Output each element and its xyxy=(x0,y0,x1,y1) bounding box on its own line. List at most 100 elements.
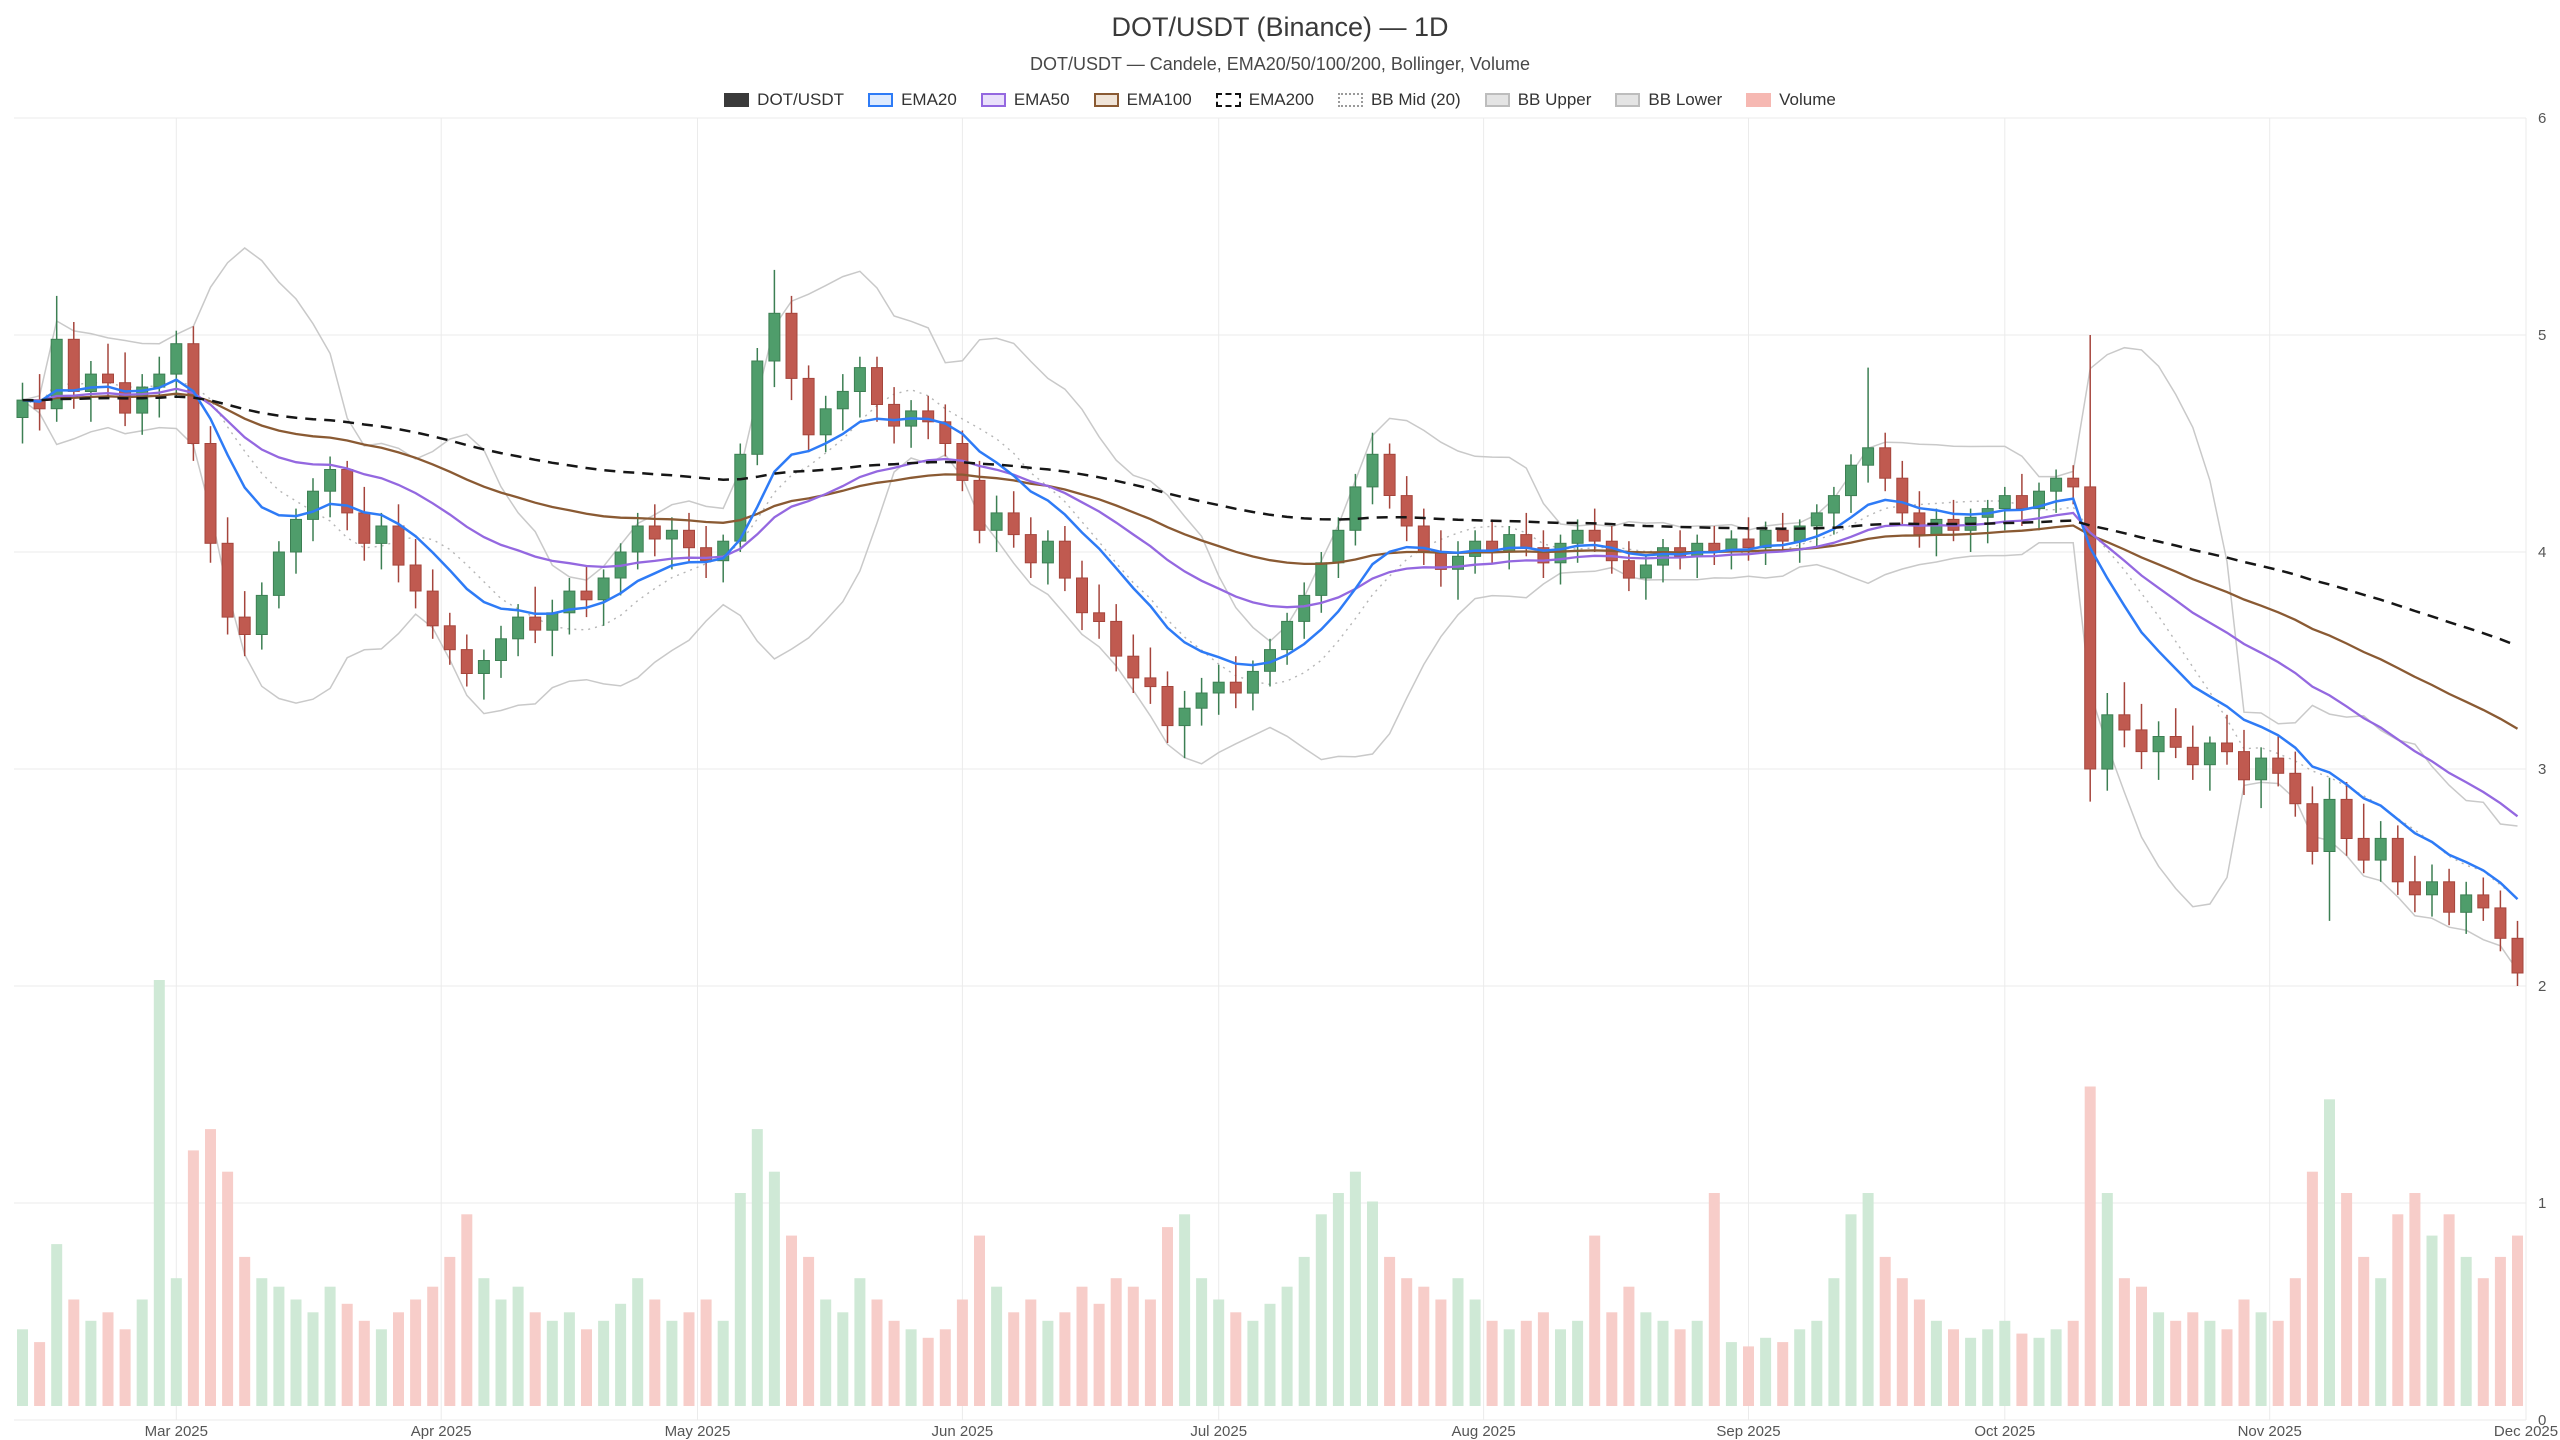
volume-bar xyxy=(1213,1299,1225,1406)
volume-bar xyxy=(734,1193,746,1406)
volume-bar xyxy=(2341,1193,2353,1406)
volume-bar xyxy=(871,1299,883,1406)
x-axis-label: Apr 2025 xyxy=(411,1423,472,1440)
candle-body xyxy=(2152,736,2165,753)
candle-body xyxy=(426,590,439,627)
chart-subtitle: DOT/USDT — Candele, EMA20/50/100/200, Bo… xyxy=(1030,54,1530,74)
y-axis-label: 0 xyxy=(2538,1412,2546,1429)
volume-bar xyxy=(1930,1320,1942,1406)
volume-bar xyxy=(2033,1337,2045,1406)
candle-body xyxy=(1657,547,1669,566)
candle-body xyxy=(1776,529,1789,542)
volume-bar xyxy=(632,1278,644,1406)
candle-body xyxy=(2408,881,2421,896)
volume-bar xyxy=(1691,1320,1703,1406)
volume-bar xyxy=(922,1337,934,1406)
volume-bar xyxy=(2392,1214,2404,1406)
candle-body xyxy=(683,529,695,549)
candle-body xyxy=(2067,477,2080,488)
ema100-swatch-icon xyxy=(1093,93,1119,107)
volume-bar xyxy=(1144,1299,1156,1406)
volume-bar xyxy=(649,1299,661,1406)
candle-body xyxy=(1588,529,1601,542)
candle-body xyxy=(546,612,559,631)
bbupper-swatch-icon xyxy=(1484,93,1510,107)
volume-bar xyxy=(1008,1312,1020,1406)
volume-bar xyxy=(786,1235,797,1406)
candle-body xyxy=(2374,837,2387,861)
volume-bar xyxy=(1281,1286,1293,1406)
volume-bar xyxy=(2443,1214,2455,1406)
candle-body xyxy=(50,338,63,410)
ema200-line xyxy=(22,395,2518,647)
candle-body xyxy=(1845,464,1857,497)
volume-bar xyxy=(1623,1286,1635,1406)
candle-body xyxy=(2015,495,2028,510)
volume-bar xyxy=(1743,1346,1754,1406)
volume-bar xyxy=(1503,1329,1515,1406)
volume-bar xyxy=(2118,1278,2130,1406)
volume-bar xyxy=(1760,1337,1772,1406)
volume-bar xyxy=(820,1299,832,1406)
candle-body xyxy=(2118,714,2131,731)
volume-bar xyxy=(478,1278,490,1406)
candle-body xyxy=(2238,751,2250,781)
legend-label: EMA50 xyxy=(1013,90,1070,109)
volume-bar xyxy=(290,1299,302,1406)
candle-body xyxy=(375,525,388,544)
volume-bar xyxy=(495,1299,507,1406)
legend-item-bbupper: BB Upper xyxy=(1484,90,1592,110)
volume-bar xyxy=(222,1171,234,1406)
volume-bar xyxy=(102,1312,114,1406)
candle-body xyxy=(2135,729,2148,753)
volume-bar xyxy=(1520,1320,1532,1406)
candle-body xyxy=(2477,894,2490,909)
candle-body xyxy=(1058,540,1071,579)
candle-body xyxy=(1879,447,1892,479)
volume-bar xyxy=(2477,1278,2489,1406)
legend-label: BB Upper xyxy=(1517,90,1592,109)
x-axis-label: Mar 2025 xyxy=(145,1423,208,1440)
volume-bar xyxy=(1196,1278,1208,1406)
volume-bar xyxy=(2324,1099,2335,1406)
x-axis-label: Oct 2025 xyxy=(1974,1423,2035,1440)
candle-body xyxy=(67,338,80,392)
candle-body xyxy=(2255,757,2268,781)
candle-body xyxy=(16,399,29,419)
volume-bar xyxy=(1332,1193,1344,1406)
x-axis-label: Nov 2025 xyxy=(2238,1423,2302,1440)
volume-bar xyxy=(1059,1312,1071,1406)
candle-body xyxy=(2443,881,2456,913)
candle-body xyxy=(2221,742,2233,753)
volume-bar xyxy=(2426,1235,2438,1406)
volume-bar xyxy=(1589,1235,1601,1406)
candle-body xyxy=(751,360,764,455)
candle-body xyxy=(221,542,234,618)
volume-bar xyxy=(1076,1286,1088,1406)
volume-bar xyxy=(1572,1320,1584,1406)
volume-bar xyxy=(1367,1201,1378,1406)
candle-body xyxy=(1161,686,1174,727)
candle-body xyxy=(1691,542,1704,557)
volume-bar xyxy=(2153,1312,2165,1406)
candle-body xyxy=(495,638,507,661)
volume-bar xyxy=(153,980,165,1406)
candle-body xyxy=(2084,486,2097,770)
volume-bar xyxy=(324,1286,336,1406)
candle-body xyxy=(1520,534,1533,549)
volume-bar xyxy=(1948,1329,1959,1406)
volume-bar xyxy=(307,1312,319,1406)
candle-body xyxy=(443,625,456,651)
volume-bar xyxy=(1794,1329,1806,1406)
candle-body xyxy=(1041,540,1054,564)
candle-body xyxy=(597,577,610,601)
volume-bar xyxy=(444,1256,456,1406)
candle-body xyxy=(1759,529,1772,549)
volume-bar xyxy=(2358,1256,2370,1406)
candle-body xyxy=(1742,538,1755,549)
candle-body xyxy=(136,386,149,414)
candle-body xyxy=(1452,555,1464,570)
candle-body xyxy=(1998,495,2011,510)
candle-body xyxy=(409,564,422,592)
volume-bar xyxy=(1110,1278,1122,1406)
